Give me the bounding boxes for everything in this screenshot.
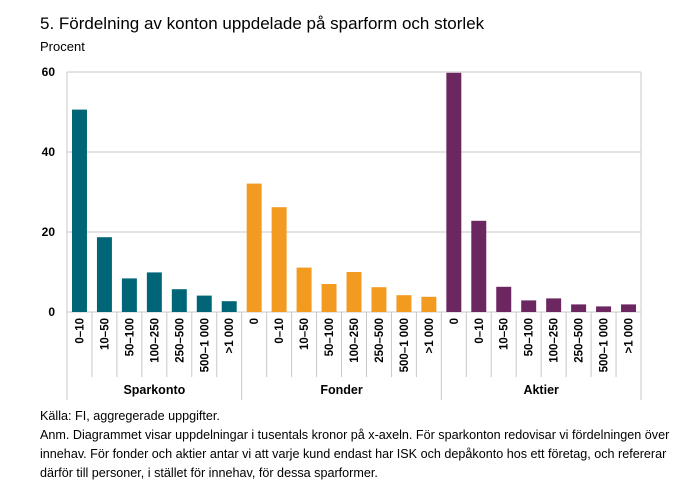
bar-sparkonto: [146, 272, 162, 312]
y-tick-label: 40: [42, 145, 56, 159]
x-tick-label: 50–100: [524, 318, 536, 356]
x-tick-label: 10–50: [299, 318, 311, 350]
x-tick-label: >1 000: [424, 318, 436, 354]
source-text: Källa: FI, aggregerade uppgifter.: [40, 409, 220, 423]
bar-aktier: [571, 304, 587, 312]
notes: Källa: FI, aggregerade uppgifter. Anm. D…: [40, 407, 680, 483]
bar-sparkonto: [196, 295, 212, 312]
x-tick-label: 500–1 000: [599, 318, 611, 372]
x-tick-label: 10–50: [499, 318, 511, 350]
x-tick-label: 500–1 000: [399, 318, 411, 372]
x-tick-label: 0–10: [474, 318, 486, 344]
bar-fonder: [271, 207, 287, 312]
bar-fonder: [346, 272, 362, 312]
x-tick-label: 0–10: [74, 318, 86, 344]
y-axis-label: Procent: [40, 39, 85, 54]
x-tick-label: >1 000: [224, 318, 236, 354]
x-tick-label: 500–1 000: [199, 318, 211, 372]
bar-aktier: [621, 304, 637, 312]
bar-fonder: [421, 296, 437, 312]
bar-fonder: [396, 295, 412, 312]
group-label: Fonder: [320, 383, 362, 397]
group-label: Sparkonto: [123, 383, 185, 397]
y-tick-label: 60: [42, 65, 56, 79]
group-label: Aktier: [523, 383, 559, 397]
x-tick-label: 250–500: [374, 318, 386, 363]
bar-aktier: [521, 300, 537, 312]
y-tick-label: 0: [48, 305, 55, 319]
bar-sparkonto: [96, 237, 112, 312]
x-tick-label: 100–250: [149, 318, 161, 363]
bar-aktier: [496, 286, 512, 312]
bar-sparkonto: [171, 289, 187, 312]
x-tick-label: 50–100: [124, 318, 136, 356]
bar-fonder: [246, 183, 262, 312]
bar-fonder: [296, 267, 312, 312]
chart-title: 5. Fördelning av konton uppdelade på spa…: [40, 14, 485, 33]
x-tick-label: 50–100: [324, 318, 336, 356]
bar-aktier: [471, 220, 487, 312]
bar-aktier: [546, 298, 562, 312]
x-tick-label: 10–50: [99, 318, 111, 350]
x-tick-label: 0: [449, 318, 461, 324]
bar-fonder: [371, 287, 387, 312]
y-tick-label: 20: [42, 225, 56, 239]
x-tick-label: 0: [249, 318, 261, 324]
x-tick-label: 250–500: [174, 318, 186, 363]
x-tick-label: 250–500: [574, 318, 586, 363]
bar-sparkonto: [121, 278, 137, 312]
bar-chart: 0 20 40 60 0–10 10–50 50–100 100–250 250–500 500–…: [42, 65, 642, 400]
x-tick-label: 100–250: [549, 318, 561, 363]
bar-sparkonto: [221, 301, 237, 312]
x-tick-label: 100–250: [349, 318, 361, 363]
bar-sparkonto: [71, 109, 87, 312]
x-tick-label: >1 000: [624, 318, 636, 354]
bar-aktier: [446, 72, 462, 312]
bar-fonder: [321, 284, 337, 312]
bar-aktier: [596, 306, 612, 312]
note-text: Anm. Diagrammet visar uppdelningar i tus…: [40, 428, 670, 480]
x-tick-label: 0–10: [274, 318, 286, 344]
